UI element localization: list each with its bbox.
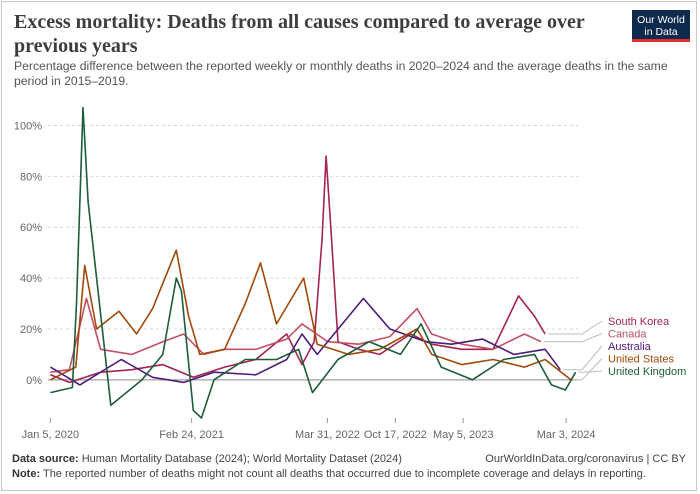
legend-label-south-korea: South Korea xyxy=(608,316,670,328)
legend-connector xyxy=(573,358,603,381)
series-line-united-states xyxy=(50,249,572,381)
x-tick-label: Jan 5, 2020 xyxy=(22,429,80,441)
legend-label-canada: Canada xyxy=(608,329,647,341)
logo-line-2: in Data xyxy=(644,26,678,38)
chart-subtitle: Percentage difference between the report… xyxy=(14,59,668,88)
legend-connector xyxy=(548,320,603,335)
footer-note-label: Note: xyxy=(12,468,41,480)
y-tick-label: 60% xyxy=(20,222,42,234)
x-tick-label: Oct 17, 2022 xyxy=(364,429,427,441)
footer-source-label: Data source: xyxy=(12,453,79,465)
x-tick-label: May 5, 2023 xyxy=(433,429,494,441)
logo-line-1: Our World xyxy=(637,14,685,26)
y-tick-label: 40% xyxy=(20,273,42,285)
y-tick-labels: 0% 20% 40% 60% 80% 100% xyxy=(14,120,42,386)
logo-accent-bar xyxy=(632,39,690,42)
footer-source: Data source: Human Mortality Database (2… xyxy=(12,452,402,466)
footer-note-text: The reported number of deaths might not … xyxy=(42,468,646,480)
x-tick-labels: Jan 5, 2020 Feb 24, 2021 Mar 31, 2022 Oct 1… xyxy=(22,418,596,441)
series-line-canada xyxy=(50,297,542,373)
series-line-united-kingdom xyxy=(50,106,577,419)
owid-logo[interactable]: Our World in Data xyxy=(632,10,690,42)
legend-label-united-kingdom: United Kingdom xyxy=(608,366,686,378)
legend-label-australia: Australia xyxy=(608,341,652,353)
series-line-south-korea xyxy=(50,155,546,384)
y-tick-label: 0% xyxy=(26,375,42,387)
x-tick-label: Mar 3, 2024 xyxy=(537,429,596,441)
legend-connector xyxy=(544,333,603,343)
y-tick-label: 100% xyxy=(14,120,42,132)
series-lines xyxy=(49,106,577,419)
legend-connector xyxy=(563,345,603,371)
footer-note: Note: The reported number of deaths migh… xyxy=(12,467,646,481)
footer-url[interactable]: OurWorldInData.org/coronavirus | CC BY xyxy=(485,453,686,465)
y-tick-label: 80% xyxy=(20,171,42,183)
x-tick-label: Feb 24, 2021 xyxy=(159,429,224,441)
legend-connector xyxy=(578,370,603,373)
y-tick-label: 20% xyxy=(20,324,42,336)
grid-lines xyxy=(48,124,578,381)
footer-source-text: Human Mortality Database (2024); World M… xyxy=(81,453,402,465)
chart-title: Excess mortality: Deaths from all causes… xyxy=(14,11,585,57)
legend-label-united-states: United States xyxy=(608,354,675,366)
x-tick-label: Mar 31, 2022 xyxy=(295,429,360,441)
